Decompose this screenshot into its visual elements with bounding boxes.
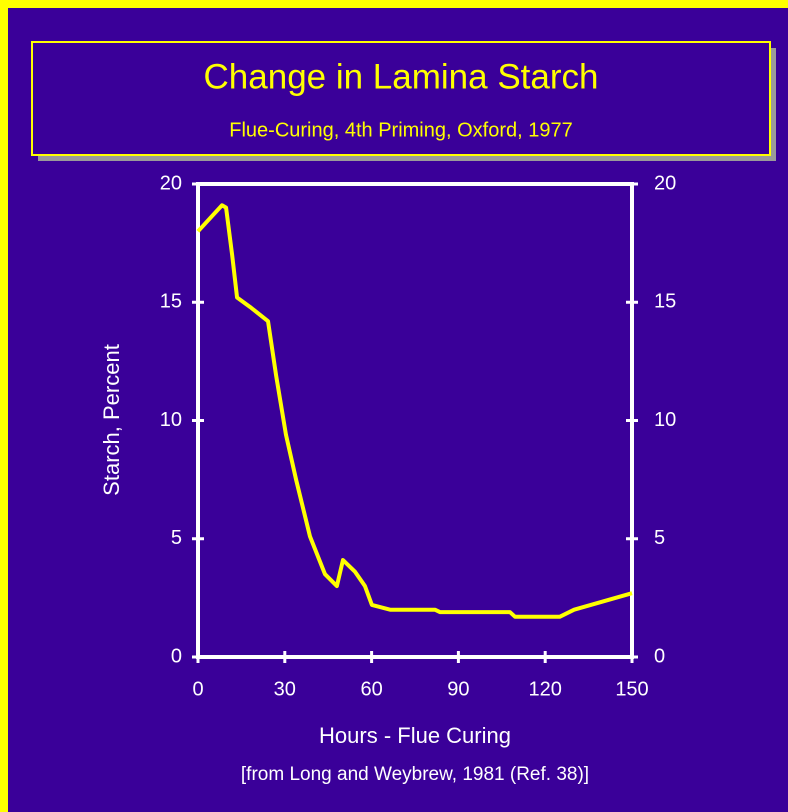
y-axis-label: Starch, Percent bbox=[99, 344, 124, 496]
chart-subtitle: Flue-Curing, 4th Priming, Oxford, 1977 bbox=[229, 119, 573, 141]
x-tick-label: 90 bbox=[447, 678, 469, 700]
y2-tick-label: 0 bbox=[654, 645, 665, 667]
x-tick-label: 0 bbox=[192, 678, 203, 700]
x-axis-label: Hours - Flue Curing bbox=[319, 723, 511, 748]
y2-tick-label: 5 bbox=[654, 527, 665, 549]
y2-tick-label: 15 bbox=[654, 291, 676, 313]
title-box bbox=[31, 41, 771, 156]
y-tick-label: 5 bbox=[171, 527, 182, 549]
y2-tick-label: 10 bbox=[654, 409, 676, 431]
x-tick-label: 120 bbox=[529, 678, 562, 700]
y-tick-label: 0 bbox=[171, 645, 182, 667]
x-tick-label: 30 bbox=[274, 678, 296, 700]
data-line bbox=[196, 203, 633, 619]
x-tick-label: 150 bbox=[615, 678, 648, 700]
y2-tick-label: 20 bbox=[654, 172, 676, 194]
y-tick-label: 20 bbox=[160, 172, 182, 194]
source-note: [from Long and Weybrew, 1981 (Ref. 38)] bbox=[241, 764, 589, 785]
y-tick-label: 15 bbox=[160, 291, 182, 313]
chart-title: Change in Lamina Starch bbox=[204, 57, 599, 96]
x-tick-label: 60 bbox=[360, 678, 382, 700]
y-tick-label: 10 bbox=[160, 409, 182, 431]
